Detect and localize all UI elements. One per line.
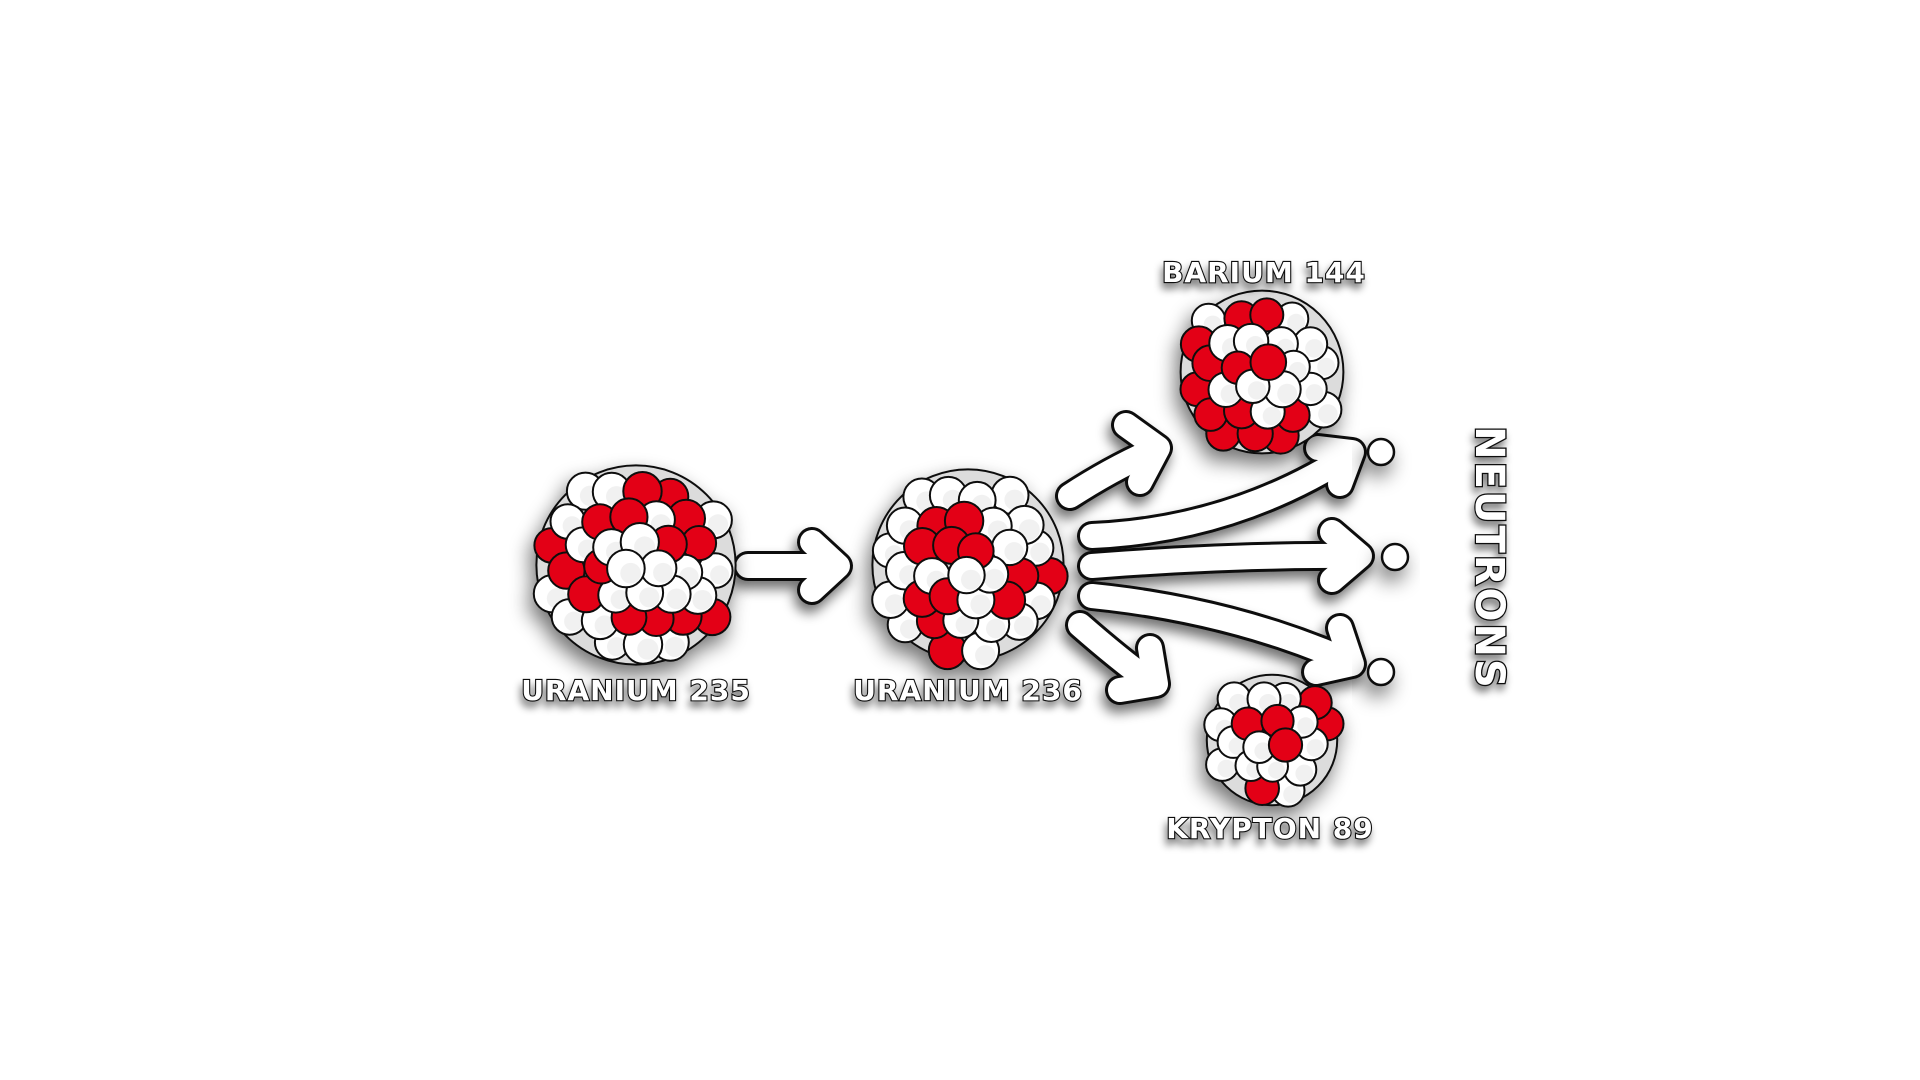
neutron-shade	[1254, 742, 1272, 760]
arrow	[1080, 543, 1367, 578]
neutron-shade	[1004, 542, 1024, 562]
neutron-shade	[620, 562, 641, 584]
krypton-89-nucleus	[1203, 673, 1345, 808]
neutron-shade	[1228, 737, 1247, 755]
neutron-shade	[1277, 383, 1298, 404]
neutrons-label: NEUTRONS	[1466, 426, 1512, 690]
neutron-shade	[1283, 785, 1302, 804]
proton	[1249, 297, 1285, 333]
arrowhead	[1114, 413, 1170, 494]
neutron-shade	[1013, 616, 1035, 637]
proton	[1249, 343, 1288, 382]
neutron-shade	[1287, 313, 1305, 332]
arrowhead	[1108, 636, 1168, 702]
neutron-shade	[564, 611, 584, 632]
free-neutron	[1366, 657, 1396, 687]
proton	[1267, 727, 1304, 763]
arrows-group	[733, 410, 1375, 705]
neutron-shade	[984, 568, 1005, 590]
neutron-shade	[1317, 357, 1336, 376]
barium-144-nucleus	[1179, 289, 1345, 455]
arrowhead	[1304, 616, 1364, 684]
neutron-shade	[1030, 595, 1052, 616]
barium-144-label: BARIUM 144	[1162, 256, 1366, 289]
neutron-shade	[710, 565, 730, 585]
neutron-shade	[1306, 739, 1325, 757]
arrowhead	[800, 530, 850, 602]
neutron-shade	[1268, 761, 1285, 779]
arrow	[1080, 584, 1357, 672]
neutron-shade	[653, 562, 673, 583]
neutron-shade	[1217, 759, 1236, 778]
neutron-shade	[1305, 339, 1324, 358]
neutron-shade	[975, 645, 996, 666]
neutron-shade	[1004, 489, 1025, 510]
free-neutron	[1366, 437, 1396, 467]
neutron-shade	[1247, 381, 1267, 400]
neutron-shade	[610, 589, 630, 610]
free-neutrons-group	[1366, 437, 1410, 687]
neutron-shade	[1262, 406, 1282, 426]
neutron-shade	[986, 618, 1006, 639]
neutron-shade	[900, 619, 920, 639]
neutron-shade	[594, 615, 615, 636]
arrowhead	[1320, 520, 1372, 592]
neutron-shade	[884, 594, 906, 615]
neutron-shade	[607, 637, 627, 657]
neutron-shade	[666, 588, 687, 610]
arrow	[1080, 446, 1357, 548]
neutron-shade	[955, 615, 975, 635]
neutron-shade	[961, 569, 981, 590]
uranium-236-label: URANIUM 236	[853, 674, 1083, 707]
neutron-shade	[1018, 519, 1040, 541]
neutron-shade	[1295, 764, 1314, 783]
arrowhead	[1306, 436, 1364, 496]
krypton-89-label: KRYPTON 89	[1166, 812, 1374, 845]
neutron-shade	[707, 514, 729, 535]
labels-group: URANIUM 235 URANIUM 236 BARIUM 144 KRYPT…	[520, 255, 1513, 846]
neutron-shade	[1305, 384, 1324, 402]
neutron-shade	[639, 587, 660, 608]
uranium-235-label: URANIUM 235	[521, 674, 751, 707]
neutron-shade	[1030, 542, 1050, 563]
neutron-shade	[637, 638, 659, 660]
neutron-shade	[970, 594, 991, 615]
neutron-shade	[664, 636, 686, 658]
uranium-235-nucleus	[532, 464, 737, 666]
free-neutron	[1380, 542, 1410, 572]
neutron-shade	[1297, 717, 1315, 735]
neutron-shade	[1220, 384, 1240, 404]
uranium-236-nucleus	[871, 468, 1069, 671]
neutron-shade	[692, 590, 713, 611]
neutron-shade	[1318, 404, 1338, 424]
